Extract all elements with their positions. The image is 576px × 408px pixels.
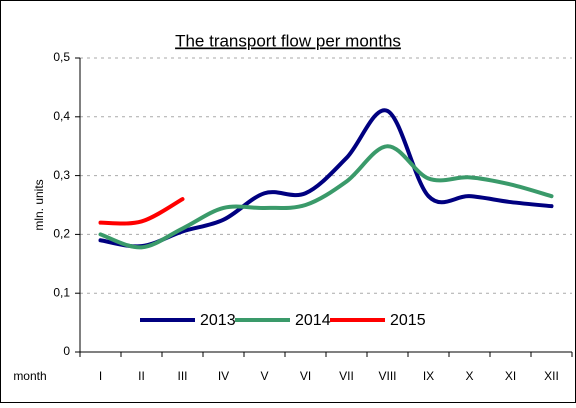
series-line [98,108,554,249]
y-tick-label: 0,1 [53,285,70,299]
x-tick-label: VII [339,369,354,383]
x-axis-label: month [13,369,46,383]
chart-title: The transport flow per months [175,31,401,50]
y-tick-label: 0 [63,344,70,358]
series-line [98,197,185,226]
x-tick-label: VIII [378,369,396,383]
legend-label: 2015 [390,312,426,329]
x-tick-label: X [465,369,473,383]
x-tick-label: IV [218,369,229,383]
y-tick-label: 0,5 [53,50,70,64]
y-tick-label: 0,3 [53,168,70,182]
y-axis-label: mln. units [32,179,46,230]
x-tick-label: I [99,369,102,383]
x-tick-label: V [260,369,268,383]
x-tick-label: III [177,369,187,383]
y-tick-label: 0,2 [53,227,70,241]
legend-label: 2013 [200,312,236,329]
series-line [98,144,554,250]
x-tick-label: XII [544,369,559,383]
x-tick-label: VI [300,369,311,383]
legend-label: 2014 [295,312,331,329]
y-tick-label: 0,4 [53,109,70,123]
x-tick-label: XI [505,369,516,383]
x-tick-label: II [138,369,145,383]
x-tick-label: IX [423,369,434,383]
